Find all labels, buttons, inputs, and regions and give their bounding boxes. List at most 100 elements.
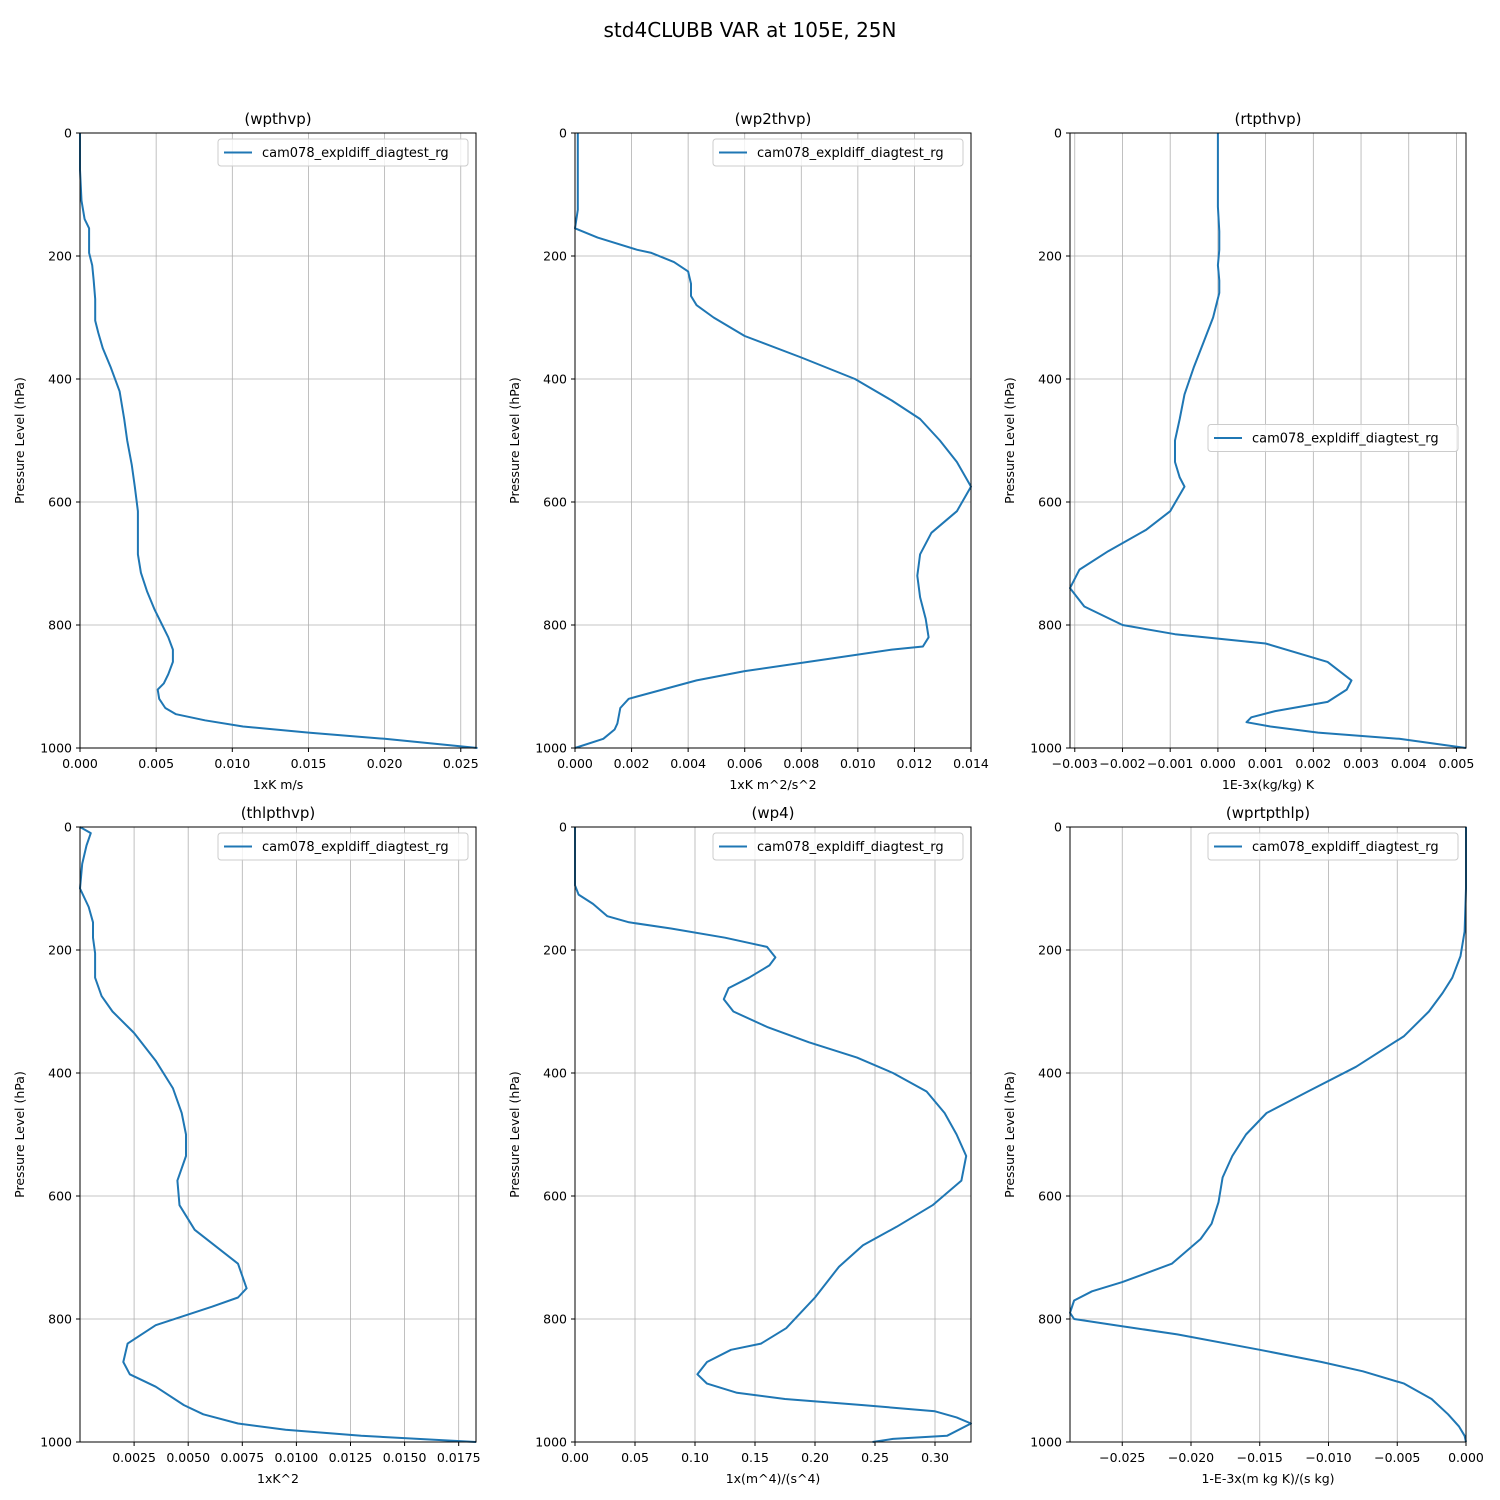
x-tick-label: 0.00 — [561, 1450, 589, 1465]
legend-box — [217, 138, 469, 167]
subplot-1: 0.000 0.005 0.010 0.015 0.020 0.025 0 200 400 600… — [12, 110, 479, 792]
y-tick-label: 1000 — [1030, 1435, 1062, 1450]
y-axis-label: Pressure Level (hPa) — [12, 1071, 27, 1198]
x-tick-label: −0.020 — [1168, 1450, 1214, 1465]
x-tick-label: −0.010 — [1305, 1450, 1351, 1465]
x-tick-label: 0.10 — [681, 1450, 709, 1465]
plot-frame — [1069, 132, 1467, 749]
y-tick-label: 0 — [64, 126, 72, 141]
y-tick-label: 0 — [559, 820, 567, 835]
x-tick-label: 0.006 — [727, 756, 763, 771]
subplot-title: (thlpthvp) — [241, 804, 316, 822]
legend-box — [712, 832, 964, 861]
y-tick-label: 600 — [48, 495, 72, 510]
plot-frame — [574, 132, 972, 749]
x-tick-label: −0.002 — [1099, 756, 1145, 771]
plot-frame — [79, 826, 477, 1443]
y-tick-label: 400 — [48, 1066, 72, 1081]
y-tick-label: 200 — [48, 943, 72, 958]
legend: cam078_expldiff_diagtest_rg — [1207, 424, 1459, 452]
y-tick-label: 800 — [48, 1312, 72, 1327]
y-tick-label: 1000 — [1030, 741, 1062, 756]
legend-box — [1207, 832, 1459, 861]
legend-label: cam078_expldiff_diagtest_rg — [757, 840, 944, 855]
plot-frame — [1069, 826, 1467, 1443]
x-tick-label: 0.005 — [138, 756, 174, 771]
y-tick-label: 200 — [543, 943, 567, 958]
y-tick-label: 1000 — [40, 741, 72, 756]
x-axis-label: 1E-3x(kg/kg) K — [1222, 777, 1315, 792]
series-line — [574, 827, 972, 1443]
x-tick-label: 0.014 — [953, 756, 989, 771]
subplot-5: 0.00 0.05 0.10 0.15 0.20 0.25 0.30 0 200 400 600 80… — [507, 804, 972, 1486]
y-tick-label: 400 — [1038, 372, 1062, 387]
y-tick-label: 200 — [1038, 943, 1062, 958]
legend-box — [1207, 424, 1459, 452]
x-axis-label: 1-E-3x(m kg K)/(s kg) — [1201, 1471, 1334, 1486]
subplot-title: (wprtpthlp) — [1226, 804, 1310, 822]
plot-frame — [79, 132, 477, 749]
y-tick-label: 600 — [543, 1189, 567, 1204]
x-tick-label: 0.0100 — [275, 1450, 319, 1465]
x-tick-label: 0.015 — [291, 756, 327, 771]
series-line — [1069, 827, 1467, 1443]
x-tick-label: 0.008 — [783, 756, 819, 771]
x-tick-label: 0.004 — [1391, 756, 1427, 771]
legend: cam078_expldiff_diagtest_rg — [217, 138, 469, 167]
subplot-grid: 0.000 0.005 0.010 0.015 0.020 0.0250200400600… — [12, 110, 1484, 1486]
y-tick-label: 400 — [543, 372, 567, 387]
x-axis-label: 1xK^2 — [257, 1471, 299, 1486]
legend: cam078_expldiff_diagtest_rg — [1207, 832, 1459, 861]
y-tick-label: 600 — [1038, 1189, 1062, 1204]
y-tick-label: 1000 — [40, 1435, 72, 1450]
y-tick-label: 400 — [543, 1066, 567, 1081]
y-tick-label: 0 — [1054, 126, 1062, 141]
series-line — [79, 133, 478, 749]
y-axis-label: Pressure Level (hPa) — [1002, 377, 1017, 504]
subplot-2: 0.000 0.002 0.004 0.006 0.008 0.010 0.012 0.014… — [507, 110, 989, 792]
series-line — [574, 133, 972, 749]
x-tick-label: 0.020 — [367, 756, 403, 771]
x-tick-label: 0.001 — [1248, 756, 1284, 771]
y-tick-label: 200 — [1038, 249, 1062, 264]
legend: cam078_expldiff_diagtest_rg — [217, 832, 469, 861]
x-tick-label: −0.005 — [1374, 1450, 1420, 1465]
y-axis-label: Pressure Level (hPa) — [12, 377, 27, 504]
x-tick-label: 0.0150 — [383, 1450, 427, 1465]
y-tick-label: 200 — [543, 249, 567, 264]
y-tick-label: 800 — [48, 618, 72, 633]
x-tick-label: 0.002 — [1295, 756, 1331, 771]
x-tick-label: −0.015 — [1237, 1450, 1283, 1465]
x-tick-label: 0.25 — [861, 1450, 889, 1465]
x-tick-label: 0.0075 — [220, 1450, 264, 1465]
y-tick-label: 600 — [48, 1189, 72, 1204]
x-tick-label: 0.15 — [741, 1450, 769, 1465]
subplot-6: −0.025 −0.020 −0.015 −0.010 −0.005 0.000 0 200 4… — [1002, 804, 1484, 1486]
figure-title: std4CLUBB VAR at 105E, 25N — [604, 18, 897, 42]
x-tick-label: 0.012 — [897, 756, 933, 771]
x-tick-label: 0.002 — [614, 756, 650, 771]
y-tick-label: 200 — [48, 249, 72, 264]
x-tick-label: −0.025 — [1099, 1450, 1145, 1465]
legend: cam078_expldiff_diagtest_rg — [712, 832, 964, 861]
subplot-title: (wp2thvp) — [735, 110, 812, 128]
y-tick-label: 0 — [64, 820, 72, 835]
x-tick-label: −0.003 — [1052, 756, 1098, 771]
y-tick-label: 1000 — [535, 741, 567, 756]
y-tick-label: 800 — [1038, 618, 1062, 633]
x-tick-label: 0.010 — [214, 756, 250, 771]
x-tick-label: 0.20 — [801, 1450, 829, 1465]
y-tick-label: 400 — [48, 372, 72, 387]
y-tick-label: 0 — [559, 126, 567, 141]
x-tick-label: −0.001 — [1147, 756, 1193, 771]
x-axis-label: 1x(m^4)/(s^4) — [726, 1471, 821, 1486]
x-tick-label: 0.025 — [443, 756, 479, 771]
legend: cam078_expldiff_diagtest_rg — [712, 138, 964, 167]
x-tick-label: 0.004 — [670, 756, 706, 771]
subplot-4: 0.0025 0.0050 0.0075 0.0100 0.0125 0.0150 0.01… — [12, 804, 481, 1486]
x-tick-label: 0.000 — [1448, 1450, 1484, 1465]
y-tick-label: 0 — [1054, 820, 1062, 835]
x-tick-label: 0.0025 — [112, 1450, 156, 1465]
y-tick-label: 600 — [543, 495, 567, 510]
